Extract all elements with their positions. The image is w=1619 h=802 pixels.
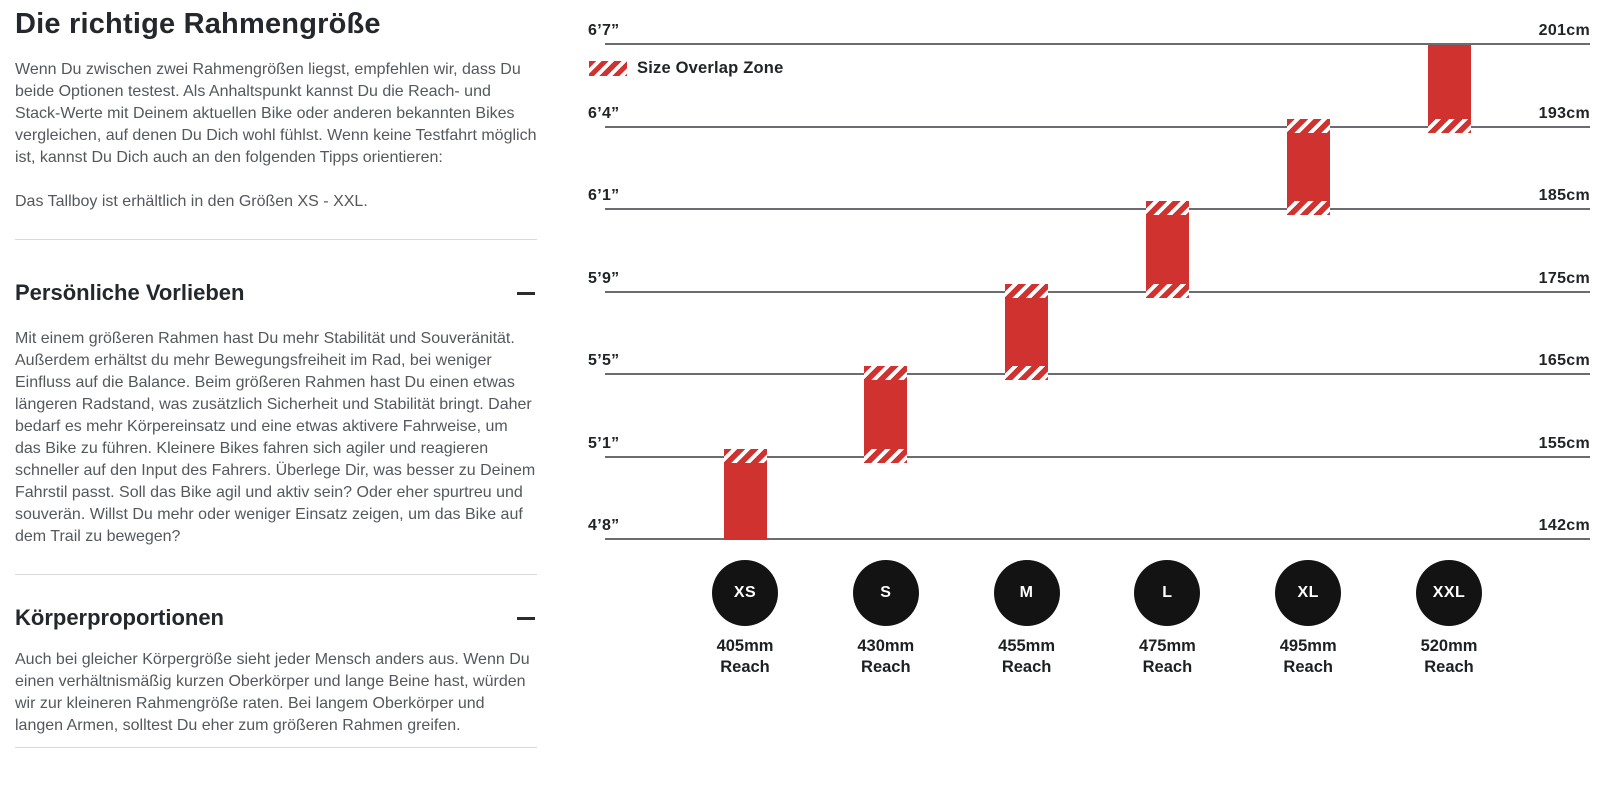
- size-bubble-m: M: [993, 560, 1060, 626]
- legend-label: Size Overlap Zone: [637, 59, 784, 77]
- reach-value: 475mm: [1138, 637, 1196, 655]
- section-personal-preferences: Persönliche Vorlieben Mit einem größeren…: [15, 280, 537, 548]
- reach-word: Reach: [1142, 658, 1193, 676]
- height-label-cm: 165cm: [1538, 352, 1590, 369]
- reach-word: Reach: [1001, 658, 1052, 676]
- reach-label-xs: 405mm Reach: [685, 636, 805, 678]
- size-bar-xxl: [1427, 45, 1471, 133]
- size-overlap-hatch-swatch: [589, 61, 627, 76]
- section-collapse-button[interactable]: [515, 607, 537, 629]
- size-bar-m: [1005, 283, 1049, 380]
- size-bar-xl: [1286, 118, 1330, 215]
- sizing-guide-text-column: Die richtige Rahmengröße Wenn Du zwische…: [15, 0, 537, 748]
- section-header: Persönliche Vorlieben: [15, 280, 537, 306]
- bottom-divider: [15, 747, 537, 748]
- size-label: XL: [1297, 584, 1319, 601]
- reach-value: 495mm: [1279, 637, 1337, 655]
- minus-icon: [517, 292, 535, 295]
- minus-icon: [517, 617, 535, 620]
- size-bar-s: [864, 366, 908, 463]
- overlap-zone-top: [723, 448, 767, 463]
- section-body: Mit einem größeren Rahmen hast Du mehr S…: [15, 330, 536, 545]
- section-title: Persönliche Vorlieben: [15, 280, 245, 305]
- overlap-zone-bottom: [1427, 118, 1471, 133]
- height-label-cm: 193cm: [1538, 104, 1590, 122]
- size-range-solid: [1286, 132, 1330, 201]
- height-label-ft: 4’8”: [588, 517, 620, 534]
- reach-value: 455mm: [998, 637, 1056, 655]
- height-label-ft: 5’1”: [588, 434, 620, 452]
- height-label-ft: 6’1”: [588, 187, 620, 204]
- reach-word: Reach: [720, 658, 770, 676]
- reach-word: Reach: [1424, 658, 1474, 676]
- reach-label-s: 430mm Reach: [826, 636, 946, 678]
- page-title: Die richtige Rahmengröße: [15, 8, 381, 40]
- size-label: L: [1162, 584, 1173, 601]
- height-label-cm: 175cm: [1538, 269, 1590, 287]
- reach-label-m: 455mm Reach: [967, 636, 1087, 678]
- height-label-cm: 185cm: [1538, 187, 1590, 204]
- intro-paragraph: Wenn Du zwischen zwei Rahmengrößen liegs…: [15, 61, 537, 166]
- size-range-solid: [864, 380, 908, 449]
- section-title: Körperproportionen: [15, 605, 224, 630]
- reach-value: 430mm: [857, 637, 915, 655]
- section-header: Körperproportionen: [15, 605, 537, 631]
- size-label: S: [880, 584, 892, 601]
- overlap-zone-top: [1005, 283, 1049, 298]
- size-bar-xs: [723, 448, 767, 540]
- height-gridline: 5’9” 175cm: [588, 270, 1590, 293]
- overlap-zone-bottom: [864, 448, 908, 463]
- size-label: M: [1019, 584, 1034, 601]
- overlap-zone-top: [1145, 201, 1189, 215]
- size-range-solid: [1145, 215, 1189, 284]
- size-bubble-xxl: XXL: [1416, 560, 1482, 626]
- size-chart: Size Overlap Zone 6’7” 201cm 6’4” 193cm 6’1”…: [588, 22, 1590, 798]
- overlap-zone-bottom: [1286, 201, 1330, 215]
- reach-label-xxl: 520mm Reach: [1389, 636, 1509, 678]
- height-label-ft: 5’5”: [588, 352, 620, 369]
- size-range-solid: [723, 462, 767, 540]
- reach-value: 520mm: [1420, 637, 1478, 655]
- reach-word: Reach: [861, 658, 911, 676]
- section-body-proportions: Körperproportionen Auch bei gleicher Kör…: [15, 605, 537, 737]
- height-gridline: 5’5” 165cm: [588, 352, 1590, 375]
- size-label: XXL: [1432, 584, 1466, 601]
- height-label-cm: 155cm: [1538, 434, 1590, 452]
- section-collapse-button[interactable]: [515, 282, 537, 304]
- reach-value: 405mm: [716, 637, 774, 655]
- height-gridline: 4’8” 142cm: [588, 517, 1590, 540]
- size-bubble-l: L: [1134, 560, 1201, 626]
- overlap-zone-bottom: [1145, 283, 1189, 298]
- height-label-ft: 6’4”: [588, 104, 620, 122]
- size-bar-l: [1145, 201, 1189, 298]
- size-bubble-xs: XS: [712, 560, 778, 626]
- height-gridline: 6’4” 193cm: [588, 105, 1590, 128]
- height-label-cm: 142cm: [1538, 517, 1590, 534]
- height-label-ft: 5’9”: [588, 269, 620, 287]
- chart-legend: Size Overlap Zone: [589, 59, 783, 78]
- reach-word: Reach: [1283, 658, 1333, 676]
- reach-label-l: 475mm Reach: [1107, 636, 1227, 678]
- height-gridline: 5’1” 155cm: [588, 435, 1590, 458]
- height-gridline: 6’1” 185cm: [588, 187, 1590, 210]
- size-bubble-xl: XL: [1275, 560, 1342, 626]
- height-gridline: 6’7” 201cm: [588, 22, 1590, 45]
- section-divider: [15, 574, 537, 575]
- size-range-solid: [1005, 297, 1049, 366]
- section-divider: [15, 239, 537, 240]
- overlap-zone-top: [1286, 118, 1330, 133]
- overlap-zone-top: [864, 366, 908, 380]
- height-label-ft: 6’7”: [588, 22, 620, 39]
- availability-paragraph: Das Tallboy ist erhältlich in den Größen…: [15, 193, 368, 210]
- section-body: Auch bei gleicher Körpergröße sieht jede…: [15, 651, 530, 734]
- size-label: XS: [733, 584, 757, 601]
- size-bubble-s: S: [852, 560, 919, 626]
- size-range-solid: [1427, 45, 1471, 119]
- overlap-zone-bottom: [1005, 366, 1049, 380]
- reach-label-xl: 495mm Reach: [1248, 636, 1368, 678]
- height-label-cm: 201cm: [1538, 22, 1590, 39]
